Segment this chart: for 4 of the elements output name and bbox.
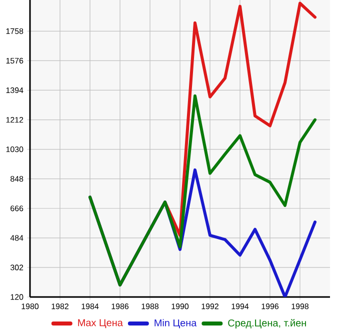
legend-label: Min Цена	[154, 319, 197, 328]
legend-label: Max Цена	[78, 319, 123, 328]
line-series	[88, 94, 317, 286]
legend-label: Сред.Цена, т.йен	[228, 318, 306, 328]
